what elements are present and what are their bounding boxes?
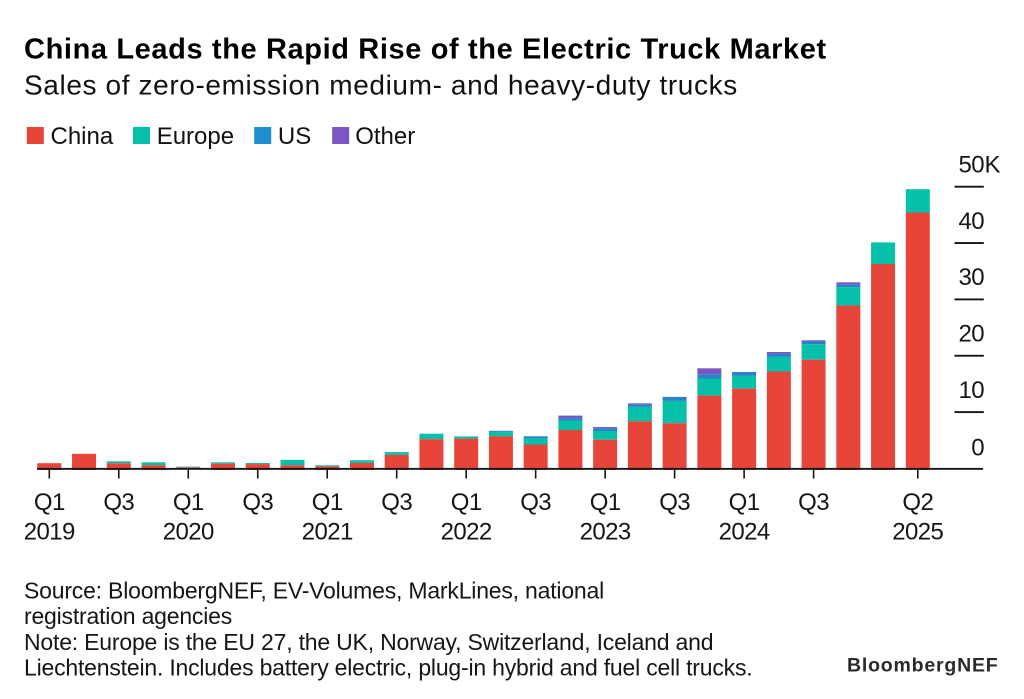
svg-text:2021: 2021 bbox=[302, 519, 353, 546]
svg-text:2024: 2024 bbox=[719, 519, 770, 546]
svg-text:Q1: Q1 bbox=[729, 489, 760, 516]
svg-text:Sales of zero-emission medium-: Sales of zero-emission medium- and heavy… bbox=[24, 70, 738, 101]
svg-text:0: 0 bbox=[971, 434, 984, 461]
svg-text:2020: 2020 bbox=[163, 519, 214, 546]
svg-text:Q3: Q3 bbox=[381, 489, 412, 516]
svg-text:China: China bbox=[51, 123, 114, 150]
svg-text:Note: Europe is the EU 27, the: Note: Europe is the EU 27, the UK, Norwa… bbox=[24, 629, 713, 655]
svg-text:Q1: Q1 bbox=[590, 489, 621, 516]
svg-text:2022: 2022 bbox=[441, 519, 492, 546]
svg-text:Q3: Q3 bbox=[659, 489, 690, 516]
svg-text:Q3: Q3 bbox=[242, 489, 273, 516]
svg-text:2019: 2019 bbox=[24, 519, 75, 546]
svg-text:US: US bbox=[278, 123, 311, 150]
svg-text:Q3: Q3 bbox=[798, 489, 829, 516]
svg-text:Q1: Q1 bbox=[173, 489, 204, 516]
svg-text:Q3: Q3 bbox=[103, 489, 134, 516]
svg-text:Q1: Q1 bbox=[312, 489, 343, 516]
svg-text:China Leads the Rapid Rise of: China Leads the Rapid Rise of the Electr… bbox=[24, 34, 827, 66]
svg-text:Liechtenstein. Includes batter: Liechtenstein. Includes battery electric… bbox=[24, 655, 752, 681]
svg-text:40: 40 bbox=[959, 208, 985, 235]
svg-text:50: 50 bbox=[959, 152, 985, 179]
svg-text:10: 10 bbox=[959, 377, 985, 404]
svg-text:20: 20 bbox=[959, 321, 985, 348]
svg-text:Other: Other bbox=[355, 123, 415, 150]
svg-text:Q3: Q3 bbox=[520, 489, 551, 516]
svg-text:2025: 2025 bbox=[892, 519, 943, 546]
svg-text:30: 30 bbox=[959, 264, 985, 291]
svg-text:2023: 2023 bbox=[580, 519, 631, 546]
svg-text:registration agencies: registration agencies bbox=[24, 603, 232, 629]
svg-text:BloombergNEF: BloombergNEF bbox=[847, 655, 999, 677]
svg-text:Q2: Q2 bbox=[902, 489, 933, 516]
svg-text:Source: BloombergNEF, EV-Volum: Source: BloombergNEF, EV-Volumes, MarkLi… bbox=[24, 577, 604, 603]
svg-text:Q1: Q1 bbox=[451, 489, 482, 516]
svg-text:Q1: Q1 bbox=[34, 489, 65, 516]
svg-text:Europe: Europe bbox=[157, 123, 234, 150]
svg-text:K: K bbox=[985, 152, 1001, 179]
